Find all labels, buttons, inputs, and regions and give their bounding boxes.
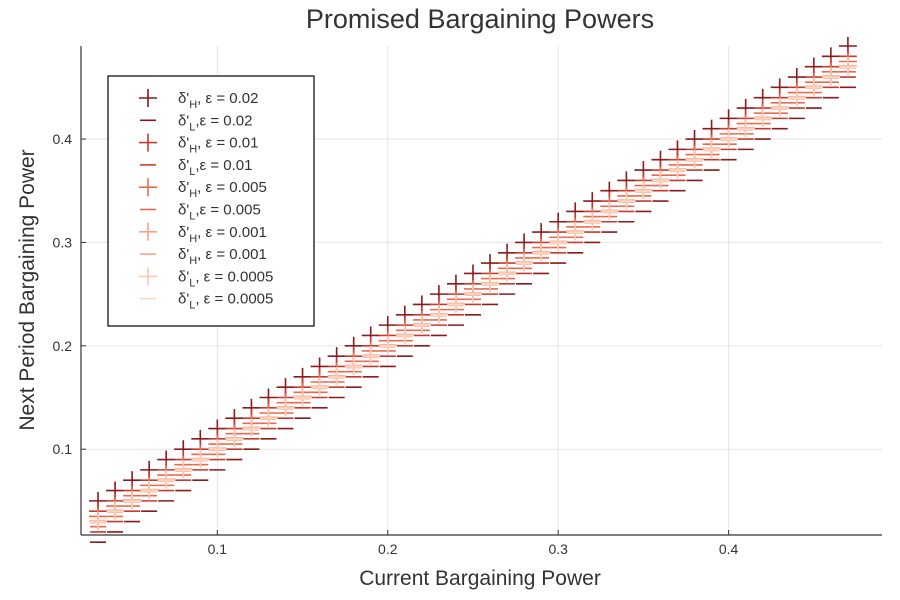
y-tick-label: 0.3 bbox=[53, 234, 73, 250]
data-point bbox=[481, 274, 500, 293]
data-point bbox=[140, 481, 159, 500]
data-point bbox=[515, 253, 534, 272]
data-point bbox=[600, 201, 619, 220]
legend-label: δ'L, ε = 0.0005 bbox=[178, 291, 273, 312]
data-point bbox=[174, 460, 193, 479]
legend-item: δ'L,ε = 0.02 bbox=[140, 112, 253, 133]
data-point bbox=[736, 119, 755, 138]
x-axis-label: Current Bargaining Power bbox=[359, 567, 601, 590]
x-tick-label: 0.4 bbox=[719, 541, 739, 557]
data-point bbox=[838, 57, 857, 76]
axes bbox=[80, 46, 882, 536]
data-point bbox=[208, 439, 227, 458]
legend-marker bbox=[139, 222, 157, 241]
legend-label: δ'L, ε = 0.0005 bbox=[178, 268, 273, 289]
legend-label: δ'L,ε = 0.02 bbox=[178, 112, 253, 133]
data-point bbox=[327, 367, 346, 386]
data-point bbox=[361, 346, 380, 365]
y-tick-label: 0.4 bbox=[53, 131, 73, 147]
data-point bbox=[310, 377, 329, 396]
data-point bbox=[821, 67, 840, 86]
data-point bbox=[719, 129, 738, 148]
legend-label: δ'H, ε = 0.005 bbox=[178, 179, 267, 200]
legend-item: δ'H, ε = 0.001 bbox=[139, 222, 267, 245]
data-point bbox=[651, 170, 670, 189]
legend-label: δ'L,ε = 0.01 bbox=[178, 157, 253, 178]
legend-label: δ'L,ε = 0.005 bbox=[178, 202, 261, 223]
data-point bbox=[566, 222, 585, 241]
legend-item: δ'H, ε = 0.001 bbox=[140, 246, 267, 267]
data-point bbox=[157, 470, 176, 489]
data-point bbox=[123, 491, 142, 510]
y-tick-label: 0.2 bbox=[53, 338, 73, 354]
legend: δ'H, ε = 0.02δ'L,ε = 0.02δ'H, ε = 0.01δ'… bbox=[107, 75, 315, 327]
x-tick-label: 0.3 bbox=[548, 541, 568, 557]
data-point bbox=[583, 212, 602, 231]
data-point bbox=[106, 501, 125, 520]
series-8 bbox=[89, 57, 857, 531]
data-point bbox=[753, 108, 772, 127]
x-tick-label: 0.1 bbox=[208, 541, 228, 557]
legend-marker bbox=[139, 133, 157, 152]
data-point bbox=[293, 387, 312, 406]
data-point bbox=[463, 284, 482, 303]
legend-marker bbox=[139, 178, 157, 197]
data-point bbox=[702, 139, 721, 158]
legend-label: δ'H, ε = 0.001 bbox=[178, 224, 267, 245]
y-tick-label: 0.1 bbox=[53, 441, 73, 457]
data-point bbox=[89, 512, 108, 531]
data-point bbox=[276, 398, 295, 417]
data-point bbox=[617, 191, 636, 210]
legend-marker bbox=[139, 89, 157, 107]
data-point bbox=[242, 418, 261, 437]
legend-item: δ'L,ε = 0.005 bbox=[140, 202, 261, 223]
data-point bbox=[804, 77, 823, 96]
data-point bbox=[549, 232, 568, 251]
data-point bbox=[634, 181, 653, 200]
data-point bbox=[685, 150, 704, 169]
data-point bbox=[446, 294, 465, 313]
legend-item: δ'H, ε = 0.02 bbox=[139, 89, 258, 111]
series-1 bbox=[90, 86, 856, 544]
legend-item: δ'H, ε = 0.005 bbox=[139, 178, 267, 200]
legend-label: δ'H, ε = 0.01 bbox=[178, 135, 258, 156]
series-3 bbox=[90, 76, 856, 533]
data-point bbox=[787, 88, 806, 107]
data-point bbox=[668, 160, 687, 179]
data-point bbox=[532, 243, 551, 262]
series-9 bbox=[90, 66, 856, 523]
y-axis-label: Next Period Bargaining Power bbox=[16, 149, 39, 430]
legend-label: δ'H, ε = 0.001 bbox=[178, 246, 267, 267]
data-point bbox=[344, 356, 363, 375]
data-point bbox=[395, 325, 414, 344]
data-point bbox=[259, 408, 278, 427]
data-point bbox=[191, 450, 210, 469]
x-tick-label: 0.2 bbox=[378, 541, 398, 557]
legend-marker bbox=[139, 267, 157, 286]
data-point bbox=[412, 315, 431, 334]
ticks: 0.1 0.2 0.3 0.4 0.1 0.2 0.3 0.4 bbox=[53, 131, 739, 557]
legend-item: δ'H, ε = 0.01 bbox=[139, 133, 258, 156]
legend-label: δ'H, ε = 0.02 bbox=[178, 90, 258, 111]
legend-item: δ'L, ε = 0.0005 bbox=[140, 291, 273, 312]
chart-title: Promised Bargaining Powers bbox=[306, 4, 654, 34]
legend-box bbox=[107, 75, 315, 327]
legend-item: δ'L, ε = 0.0005 bbox=[139, 267, 273, 289]
data-point bbox=[498, 263, 517, 282]
data-point bbox=[429, 305, 448, 324]
data-point bbox=[225, 429, 244, 448]
series-layer bbox=[89, 37, 857, 544]
legend-item: δ'L,ε = 0.01 bbox=[140, 157, 253, 178]
data-point bbox=[770, 98, 789, 117]
data-point bbox=[378, 336, 397, 355]
